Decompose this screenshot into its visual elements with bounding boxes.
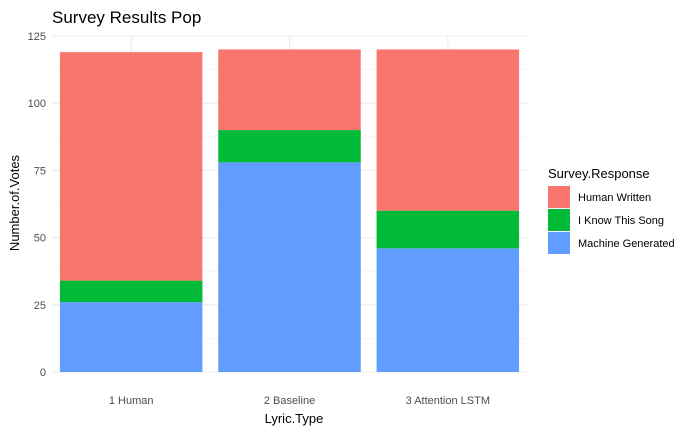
bar-machine-generated-3	[376, 248, 520, 372]
y-tick-label: 25	[34, 300, 46, 312]
legend-label: I Know This Song	[578, 215, 664, 227]
bar-human-written-1	[59, 52, 203, 281]
bar-human-written-3	[376, 49, 520, 211]
x-axis-title: Lyric.Type	[265, 411, 324, 426]
x-tick-label: 1 Human	[109, 395, 154, 407]
y-tick-label: 75	[34, 165, 46, 177]
chart-title: Survey Results Pop	[52, 8, 201, 27]
legend-label: Machine Generated	[578, 238, 675, 250]
legend-swatch	[548, 186, 570, 208]
bars	[59, 49, 520, 372]
legend-swatch	[548, 209, 570, 231]
bar-i-know-this-song-3	[376, 210, 520, 249]
y-axis-title: Number.of.Votes	[7, 154, 22, 251]
x-axis-ticks: 1 Human 2 Baseline 3 Attention LSTM	[109, 395, 490, 407]
x-tick-label: 3 Attention LSTM	[406, 395, 490, 407]
bar-human-written-2	[218, 49, 361, 131]
legend-label: Human Written	[578, 192, 651, 204]
y-tick-label: 50	[34, 233, 46, 245]
bar-i-know-this-song-2	[218, 130, 361, 163]
bar-i-know-this-song-1	[59, 280, 203, 303]
legend-swatch	[548, 232, 570, 254]
y-tick-label: 100	[28, 98, 46, 110]
y-tick-label: 125	[28, 31, 46, 43]
bar-machine-generated-2	[218, 162, 361, 372]
y-axis-ticks: 0 25 50 75 100 125	[28, 31, 46, 379]
bar-machine-generated-1	[59, 302, 203, 372]
x-tick-label: 2 Baseline	[264, 395, 315, 407]
y-tick-label: 0	[40, 367, 46, 379]
legend: Survey.Response Human Written I Know This…	[548, 166, 675, 254]
legend-title: Survey.Response	[548, 166, 650, 181]
